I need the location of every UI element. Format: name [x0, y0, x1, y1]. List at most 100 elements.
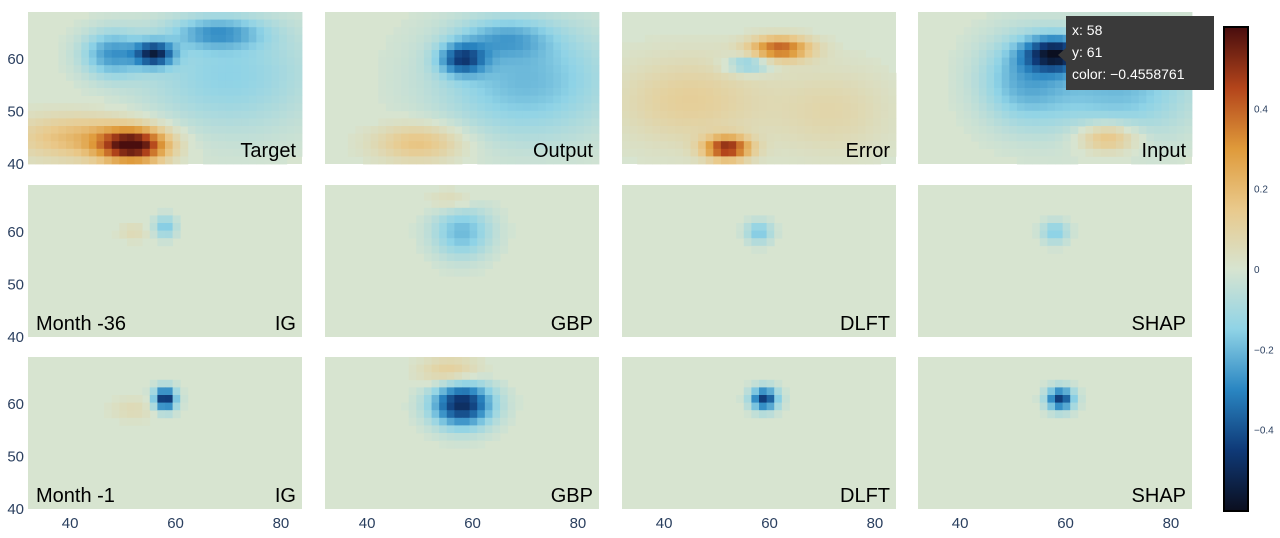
heatmap-cell — [675, 50, 684, 58]
heatmap-cell — [385, 141, 394, 150]
heatmap-cell — [484, 215, 493, 224]
heatmap-cell — [492, 80, 501, 89]
heatmap-cell — [454, 110, 463, 119]
heatmap-cell — [956, 57, 965, 66]
heatmap-cell — [416, 230, 425, 239]
heatmap-cell — [622, 148, 631, 157]
heatmap-cell — [804, 50, 813, 58]
heatmap-cell — [660, 110, 669, 119]
heatmap-cell — [271, 133, 280, 142]
heatmap-cell — [431, 215, 440, 224]
heatmap-cell — [652, 118, 661, 127]
heatmap-cell — [423, 402, 432, 411]
heatmap-cell — [850, 80, 859, 89]
heatmap-cell — [1016, 133, 1025, 142]
heatmap-cell — [431, 402, 440, 411]
heatmap-cell — [218, 27, 227, 36]
heatmap-cell — [690, 65, 699, 74]
heatmap-cell — [477, 364, 486, 373]
heatmap-cell — [294, 27, 303, 36]
heatmap-panel: SHAP — [918, 357, 1192, 509]
heatmap-cell — [180, 395, 189, 403]
heatmap-cell — [294, 126, 303, 134]
heatmap-cell — [423, 433, 432, 441]
heatmap-cell — [446, 118, 455, 127]
heatmap-cell — [469, 207, 478, 216]
heatmap-cell — [637, 72, 646, 81]
heatmap-cell — [279, 141, 288, 150]
heatmap-cell — [408, 141, 417, 150]
heatmap-cell — [629, 103, 638, 112]
heatmap-cell — [880, 110, 889, 119]
heatmap-cell — [948, 72, 957, 81]
heatmap-cell — [1100, 95, 1109, 104]
heatmap-cell — [986, 42, 995, 51]
heatmap-cell — [218, 133, 227, 142]
heatmap-cell — [743, 223, 752, 231]
heatmap-cell — [1047, 42, 1056, 51]
heatmap-cell — [416, 402, 425, 411]
heatmap-cell — [622, 110, 631, 119]
heatmap-cell — [971, 65, 980, 74]
heatmap-cell — [637, 133, 646, 142]
heatmap-cell — [439, 207, 448, 216]
heatmap-cell — [104, 95, 113, 104]
heatmap-cell — [149, 88, 158, 96]
heatmap-cell — [1184, 110, 1193, 119]
heatmap-cell — [568, 57, 577, 66]
heatmap-cell — [690, 42, 699, 51]
heatmap-cell — [515, 34, 524, 43]
heatmap-cell — [1024, 118, 1033, 127]
heatmap-cell — [446, 379, 455, 388]
heatmap-cell — [454, 402, 463, 411]
heatmap-cell — [986, 103, 995, 112]
heatmap-cell — [728, 65, 737, 74]
heatmap-cell — [1184, 103, 1193, 112]
heatmap-cell — [111, 110, 120, 119]
heatmap-cell — [96, 50, 105, 58]
heatmap-cell — [218, 19, 227, 28]
heatmap-cell — [111, 126, 120, 134]
heatmap-cell — [736, 133, 745, 142]
heatmap-cell — [766, 50, 775, 58]
heatmap-cell — [675, 42, 684, 51]
heatmap-cell — [134, 156, 143, 165]
heatmap-cell — [675, 95, 684, 104]
heatmap-cell — [73, 27, 82, 36]
heatmap-cell — [1108, 118, 1117, 127]
heatmap-cell — [1169, 95, 1178, 104]
heatmap-cell — [1016, 88, 1025, 96]
heatmap-cell — [454, 230, 463, 239]
heatmap-cell — [507, 148, 516, 157]
heatmap-cell — [1016, 65, 1025, 74]
heatmap-cell — [766, 223, 775, 231]
heatmap-cell — [698, 50, 707, 58]
x-tick-label: 60 — [464, 515, 481, 532]
heatmap-cell — [134, 27, 143, 36]
heatmap-cell — [797, 133, 806, 142]
panel-title-label: IG — [275, 313, 296, 335]
heatmap-cell — [652, 103, 661, 112]
heatmap-cell — [241, 57, 250, 66]
heatmap-cell — [218, 148, 227, 157]
heatmap-cell — [1184, 126, 1193, 134]
heatmap-cell — [720, 156, 729, 165]
heatmap-cell — [416, 103, 425, 112]
heatmap-cell — [675, 148, 684, 157]
heatmap-cell — [1047, 402, 1056, 411]
heatmap-cell — [690, 148, 699, 157]
heatmap-cell — [507, 19, 516, 28]
heatmap-cell — [576, 42, 585, 51]
heatmap-cell — [857, 103, 866, 112]
heatmap-cell — [842, 57, 851, 66]
heatmap-cell — [104, 156, 113, 165]
heatmap-cell — [279, 27, 288, 36]
heatmap-cell — [462, 103, 471, 112]
heatmap-cell — [705, 95, 714, 104]
heatmap-panel: GBP — [325, 357, 599, 509]
heatmap-cell — [576, 126, 585, 134]
heatmap-cell — [225, 65, 234, 74]
heatmap-cell — [759, 395, 768, 403]
heatmap-cell — [439, 110, 448, 119]
heatmap-cell — [835, 133, 844, 142]
